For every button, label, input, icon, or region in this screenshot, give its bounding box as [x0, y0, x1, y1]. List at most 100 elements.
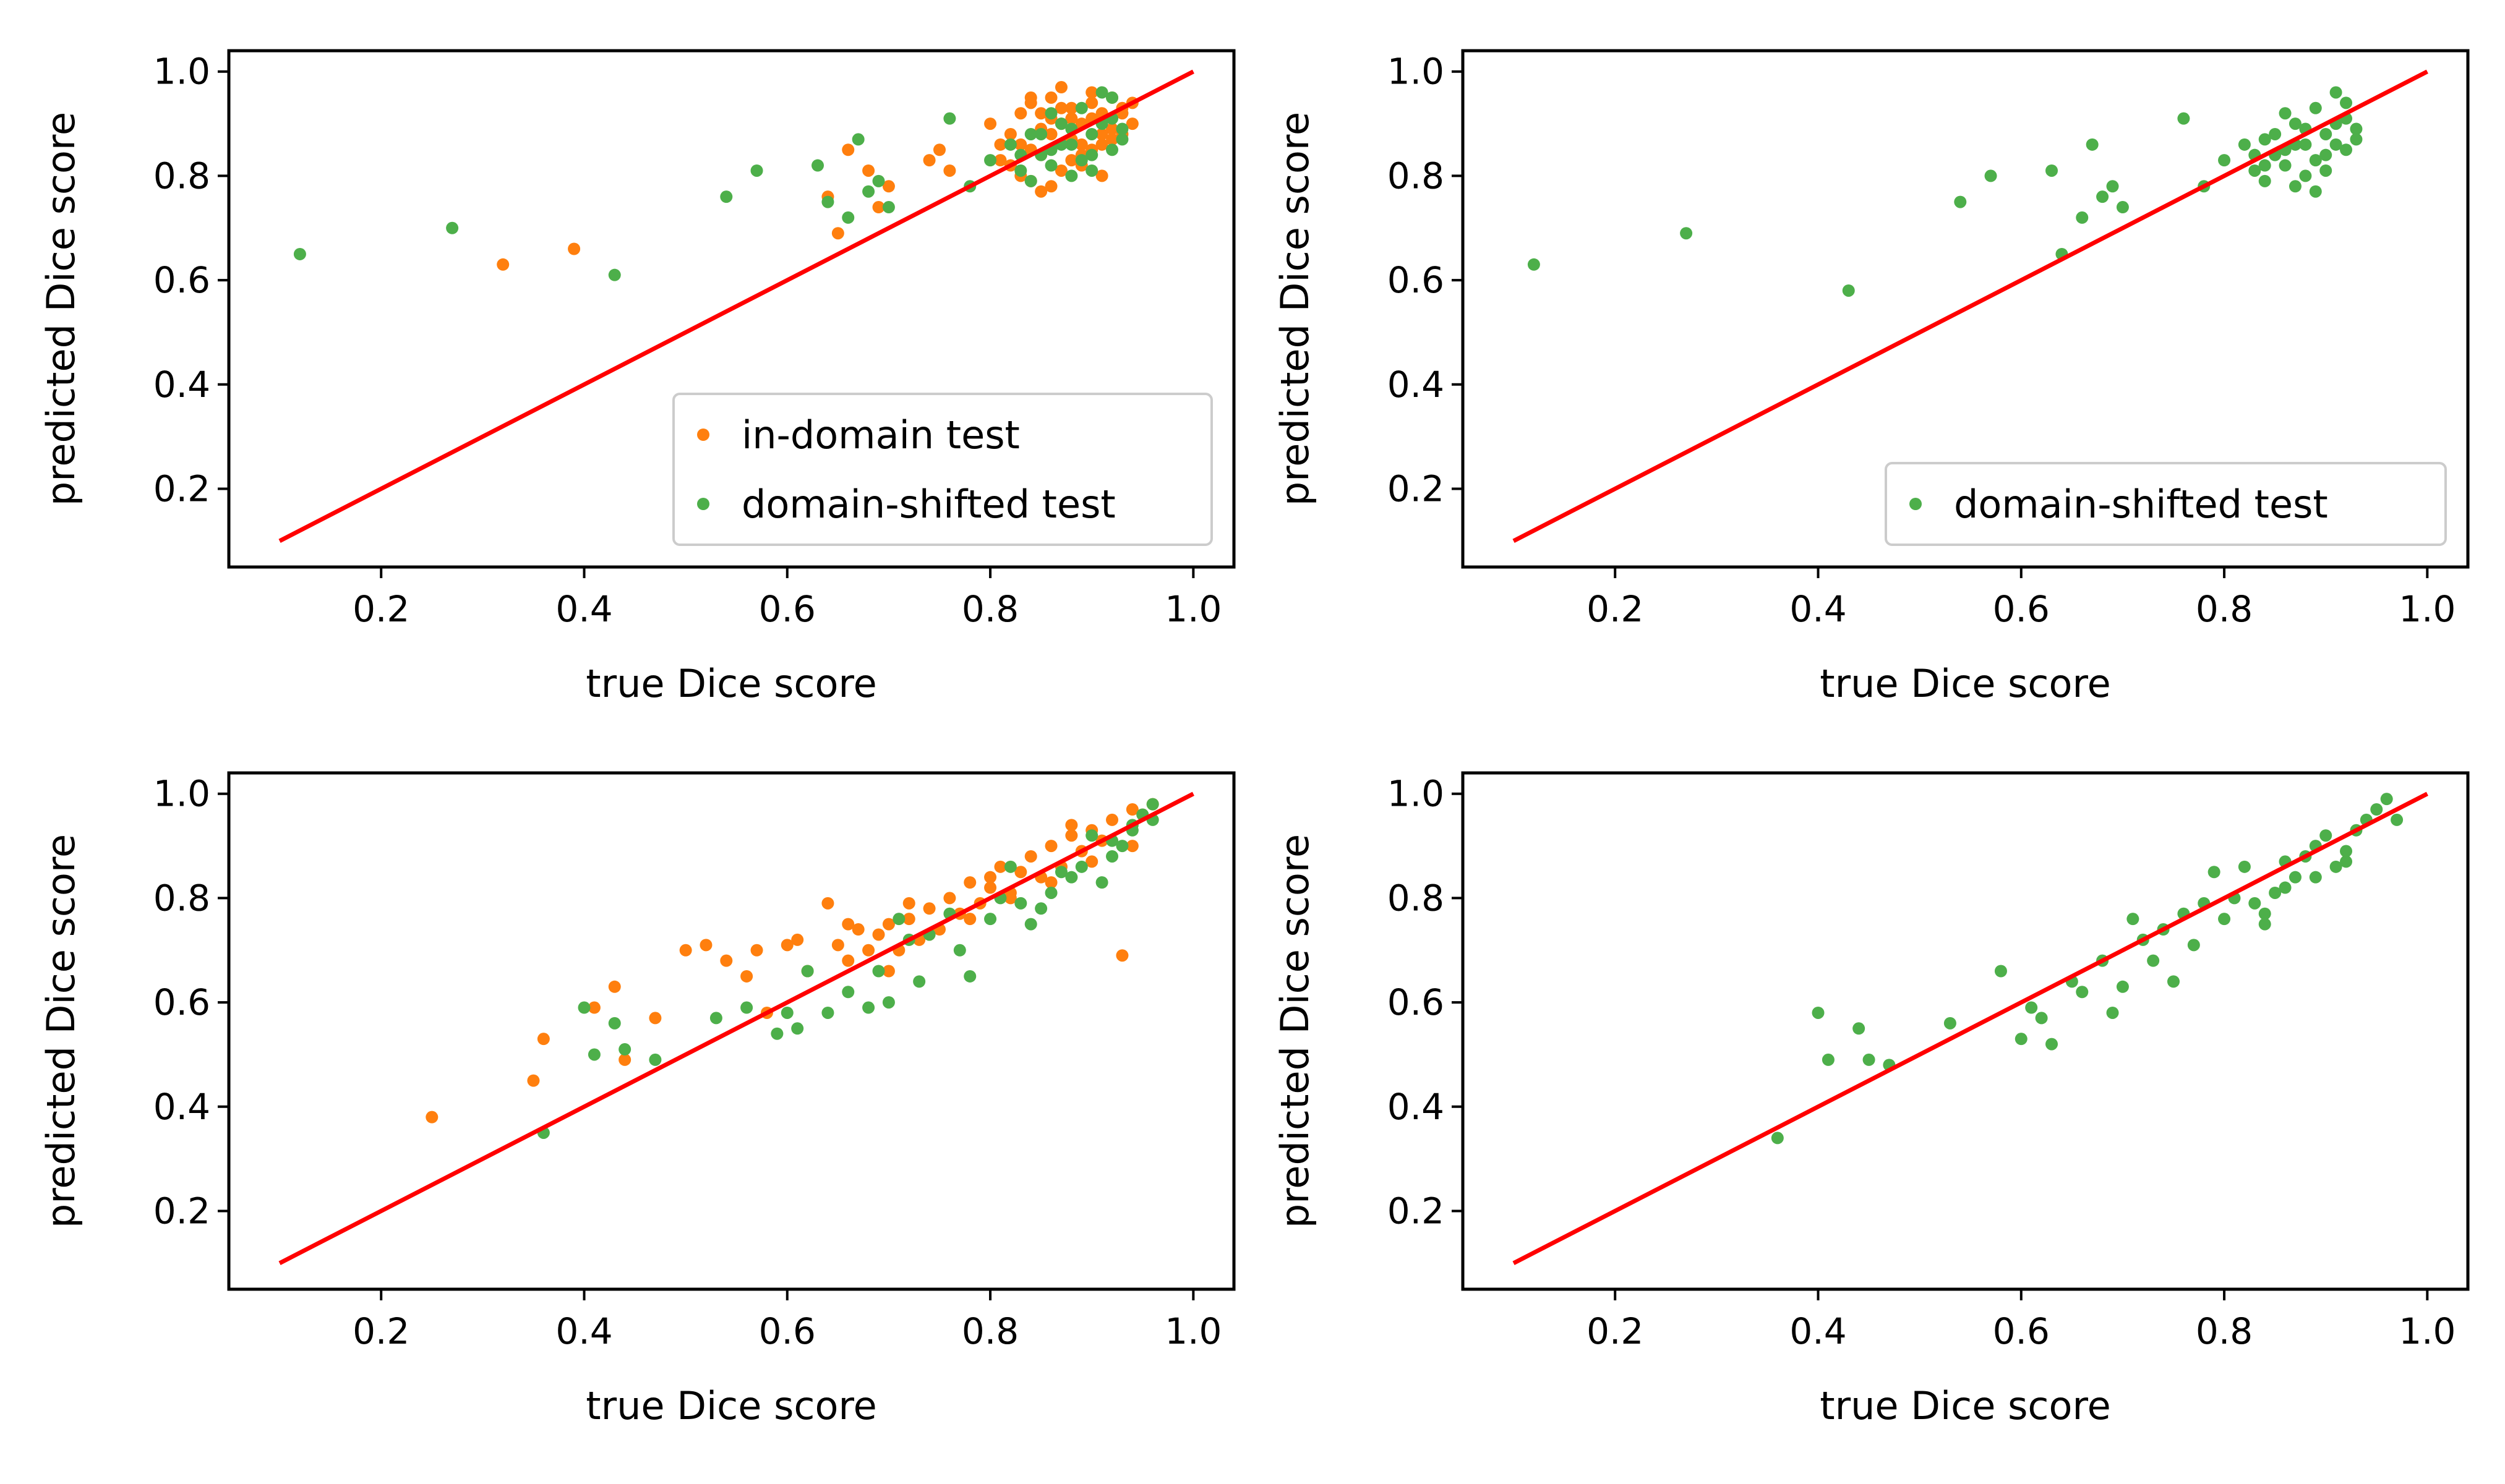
data-point-in-domain-test	[608, 980, 621, 993]
x-tick-label: 1.0	[1165, 1310, 1222, 1352]
data-point-domain-shifted-test	[2015, 1033, 2028, 1046]
plot-frame	[227, 49, 1236, 569]
data-point-domain-shifted-test	[913, 975, 926, 988]
data-point-in-domain-test	[842, 143, 855, 156]
data-point-domain-shifted-test	[2329, 138, 2342, 151]
data-point-domain-shifted-test	[1086, 148, 1098, 161]
x-tick-label: 1.0	[1165, 588, 1222, 630]
data-point-in-domain-test	[537, 1033, 550, 1046]
data-point-domain-shifted-test	[2218, 913, 2231, 926]
data-point-in-domain-test	[943, 164, 956, 177]
data-point-domain-shifted-test	[842, 986, 855, 999]
data-point-in-domain-test	[994, 154, 1007, 167]
y-tick-label: 0.2	[153, 1190, 210, 1232]
x-axis-label: true Dice score	[586, 1383, 876, 1428]
data-point-in-domain-test	[1045, 180, 1058, 193]
data-point-in-domain-test	[994, 860, 1007, 873]
x-tick-label: 0.6	[1993, 1310, 2050, 1352]
data-point-domain-shifted-test	[821, 195, 834, 208]
data-point-domain-shifted-test	[2329, 86, 2342, 99]
data-point-domain-shifted-test	[2350, 122, 2363, 135]
data-point-domain-shifted-test	[1116, 840, 1129, 853]
data-point-domain-shifted-test	[2248, 164, 2261, 177]
data-point-in-domain-test	[588, 1001, 601, 1014]
data-point-domain-shifted-test	[1075, 860, 1088, 873]
panel-bottom-left: 0.2 0.4 0.6 0.8 1.0 0.2 0.4 0.6 0.8 1.0 true Dice…	[38, 771, 1236, 1428]
data-point-in-domain-test	[1045, 127, 1058, 140]
x-tick-label: 0.2	[353, 1310, 409, 1352]
data-point-domain-shifted-test	[1055, 866, 1068, 879]
data-point-domain-shifted-test	[1045, 107, 1058, 120]
y-tick-label: 0.6	[153, 259, 210, 301]
y-tick-label: 1.0	[1387, 773, 1444, 815]
data-point-domain-shifted-test	[1862, 1053, 1875, 1066]
data-point-domain-shifted-test	[1852, 1022, 1865, 1035]
data-point-domain-shifted-test	[2340, 96, 2353, 109]
data-point-in-domain-test	[1116, 949, 1129, 962]
data-point-in-domain-test	[649, 1012, 662, 1025]
data-point-in-domain-test	[1024, 91, 1037, 104]
y-tick-label: 0.6	[153, 981, 210, 1023]
data-point-domain-shifted-test	[852, 133, 865, 146]
data-point-domain-shifted-test	[2258, 174, 2271, 187]
data-point-in-domain-test	[1086, 96, 1098, 109]
data-point-domain-shifted-test	[2340, 845, 2353, 858]
data-point-domain-shifted-test	[964, 970, 977, 983]
data-point-in-domain-test	[923, 154, 936, 167]
reference-line	[1512, 791, 2428, 1265]
data-point-domain-shifted-test	[862, 185, 875, 198]
data-point-in-domain-test	[497, 258, 510, 271]
data-point-domain-shifted-test	[1024, 918, 1037, 931]
data-point-domain-shifted-test	[953, 944, 966, 957]
data-point-domain-shifted-test	[1075, 101, 1088, 114]
data-point-in-domain-test	[1065, 154, 1078, 167]
y-tick-label: 0.2	[1387, 1190, 1444, 1232]
panel-top-left: 0.2 0.4 0.6 0.8 1.0 0.2 0.4 0.6 0.8 1.0 true Dice…	[38, 49, 1236, 706]
data-point-domain-shifted-test	[2258, 133, 2271, 146]
data-point-domain-shifted-test	[1116, 133, 1129, 146]
data-point-domain-shifted-test	[1842, 284, 1855, 297]
data-point-domain-shifted-test	[649, 1053, 662, 1066]
legend-box	[1885, 462, 2447, 546]
data-point-in-domain-test	[1055, 164, 1068, 177]
data-point-in-domain-test	[1035, 107, 1048, 120]
data-point-domain-shifted-test	[2391, 813, 2404, 826]
plot-frame	[1461, 771, 2470, 1291]
y-axis-label: predicted Dice score	[1272, 112, 1317, 506]
y-axis-label: predicted Dice score	[1272, 834, 1317, 1228]
data-point-in-domain-test	[831, 939, 844, 952]
data-point-in-domain-test	[902, 913, 915, 926]
data-point-domain-shifted-test	[2319, 127, 2332, 140]
data-point-domain-shifted-test	[2309, 101, 2322, 114]
data-point-in-domain-test	[882, 965, 895, 978]
y-tick-label: 0.4	[1387, 1086, 1444, 1128]
x-tick-label: 0.6	[1993, 588, 2050, 630]
data-point-in-domain-test	[426, 1111, 439, 1124]
data-point-domain-shifted-test	[882, 201, 895, 214]
data-point-domain-shifted-test	[2299, 169, 2312, 182]
y-axis-label: predicted Dice score	[38, 834, 84, 1228]
x-tick-label: 0.6	[759, 1310, 816, 1352]
data-point-domain-shifted-test	[1024, 174, 1037, 187]
y-tick-label: 0.6	[1387, 259, 1444, 301]
data-point-domain-shifted-test	[720, 190, 733, 203]
data-point-domain-shifted-test	[872, 174, 885, 187]
x-tick-label: 0.4	[555, 1310, 612, 1352]
y-tick-label: 1.0	[1387, 51, 1444, 93]
legend-label-in-domain: in-domain test	[742, 412, 1020, 458]
legend: domain-shifted test	[1885, 462, 2447, 546]
data-point-domain-shifted-test	[1045, 886, 1058, 899]
data-point-in-domain-test	[923, 902, 936, 915]
data-point-domain-shifted-test	[2218, 154, 2231, 167]
data-point-in-domain-test	[1045, 91, 1058, 104]
data-point-in-domain-test	[984, 871, 997, 884]
data-point-domain-shifted-test	[2279, 881, 2292, 894]
y-tick-label: 0.8	[153, 877, 210, 919]
data-point-domain-shifted-test	[882, 996, 895, 1009]
data-point-in-domain-test	[527, 1074, 540, 1087]
data-point-domain-shifted-test	[1004, 138, 1017, 151]
data-point-in-domain-test	[1014, 138, 1027, 151]
data-point-domain-shifted-test	[293, 247, 306, 260]
legend-label-domain-shifted: domain-shifted test	[1954, 482, 2328, 527]
data-point-in-domain-test	[1095, 138, 1108, 151]
